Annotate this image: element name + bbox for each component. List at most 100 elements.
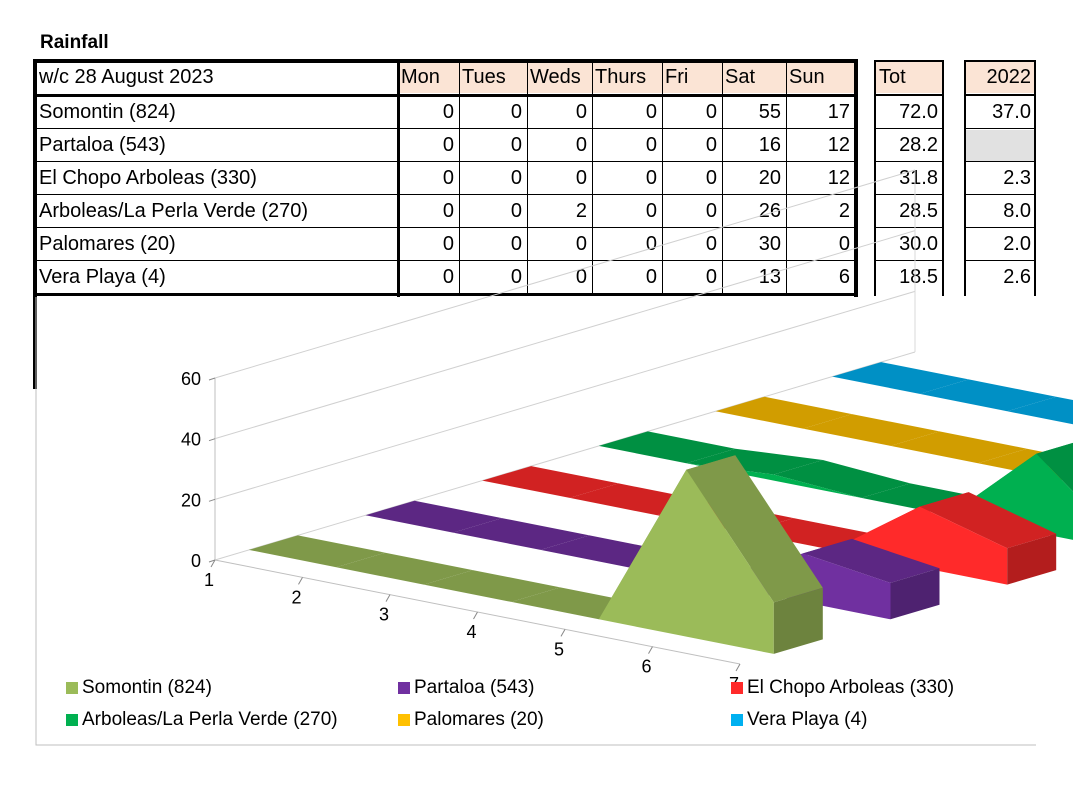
table-border	[33, 293, 857, 296]
table-line	[37, 128, 854, 129]
gridline	[214, 169, 916, 379]
total-value: 31.8	[899, 167, 938, 189]
series-top	[248, 535, 386, 568]
table-line	[966, 161, 1034, 162]
total-header: Tot	[876, 62, 943, 93]
legend-label: El Chopo Arboleas (330)	[747, 677, 955, 698]
series-Somontin (824)	[248, 455, 823, 654]
series-top	[1007, 396, 1073, 425]
series-top	[919, 492, 1057, 549]
rain-value: 0	[575, 101, 587, 123]
station-name: Arboleas/La Perla Verde (270)	[39, 200, 309, 222]
rain-value: 30	[758, 233, 781, 255]
y-tick	[208, 377, 216, 381]
table-line	[966, 194, 1034, 195]
previous-year-value: 8.0	[1003, 200, 1031, 222]
station-name: El Chopo Arboleas (330)	[39, 167, 257, 189]
table-border	[854, 59, 858, 297]
y-tick	[208, 559, 216, 563]
previous-year-value: 2.0	[1003, 233, 1031, 255]
previous-year-value: 2.3	[1003, 167, 1031, 189]
x-tick	[473, 611, 478, 620]
table-line	[786, 62, 787, 294]
table-line	[966, 227, 1034, 228]
station-name: Somontin (824)	[39, 101, 176, 123]
table-line	[876, 260, 942, 261]
day-header: Weds	[527, 62, 592, 93]
gridline	[214, 290, 916, 500]
table-line	[662, 62, 663, 294]
legend-label: Vera Playa (4)	[747, 709, 868, 730]
rain-value: 20	[758, 167, 781, 189]
series-top	[890, 431, 1027, 464]
rain-value: 12	[827, 134, 850, 156]
prev-border	[964, 60, 1036, 62]
x-tick	[735, 663, 741, 672]
rain-value: 0	[510, 266, 522, 288]
series-top	[773, 460, 911, 498]
rain-value: 0	[575, 266, 587, 288]
previous-year-header: 2022	[966, 62, 1036, 93]
rain-value: 2	[575, 200, 587, 222]
series-top	[686, 455, 823, 603]
x-tick-label: 4	[466, 622, 476, 642]
series-front	[248, 469, 774, 654]
rain-value: 17	[827, 101, 850, 123]
total-value: 28.5	[899, 200, 938, 222]
prev-border	[964, 60, 966, 296]
rain-value: 0	[510, 233, 522, 255]
rain-value: 55	[758, 101, 781, 123]
rain-value: 0	[442, 101, 454, 123]
series-top	[482, 466, 619, 498]
day-header: Mon	[398, 62, 459, 93]
rain-value: 0	[838, 233, 850, 255]
table-line	[527, 62, 528, 294]
legend-label: Partaloa (543)	[414, 677, 535, 698]
x-tick	[560, 629, 566, 637]
table-line	[876, 128, 942, 129]
rain-value: 0	[510, 101, 522, 123]
rain-value: 0	[645, 266, 657, 288]
series-top	[423, 570, 561, 602]
x-tick	[210, 559, 216, 568]
rain-value: 13	[758, 266, 781, 288]
y-tick	[208, 498, 216, 502]
rain-value: 26	[758, 200, 781, 222]
total-value: 28.2	[899, 134, 938, 156]
table-line	[37, 260, 854, 261]
rain-value: 0	[510, 167, 522, 189]
table-border	[33, 59, 857, 63]
series-top	[715, 396, 852, 429]
day-header: Sun	[786, 62, 855, 93]
total-value: 18.5	[899, 266, 938, 288]
legend-label: Somontin (824)	[82, 677, 212, 698]
table-line	[876, 161, 942, 162]
x-tick-label: 3	[379, 605, 389, 625]
rain-value: 0	[705, 233, 717, 255]
rain-value: 0	[645, 167, 657, 189]
table-line	[459, 62, 460, 294]
day-header: Thurs	[592, 62, 662, 93]
gridline	[214, 230, 916, 440]
y-tick-label: 0	[191, 551, 201, 571]
x-tick-label: 2	[291, 587, 301, 607]
previous-year-value: 37.0	[992, 101, 1031, 123]
rain-value: 0	[575, 167, 587, 189]
rain-value: 0	[510, 200, 522, 222]
total-border	[942, 60, 944, 296]
x-tick	[385, 594, 391, 602]
y-tick-label: 20	[181, 490, 201, 510]
series-top	[803, 538, 940, 583]
rain-value: 0	[442, 167, 454, 189]
x-tick-label: 6	[641, 657, 651, 677]
rain-value: 0	[575, 134, 587, 156]
station-name: Palomares (20)	[39, 233, 176, 255]
table-border	[33, 94, 857, 97]
rain-value: 0	[645, 101, 657, 123]
previous-year-value: 2.6	[1003, 266, 1031, 288]
series-end	[773, 587, 823, 654]
x-tick-label: 1	[204, 570, 214, 590]
legend-swatch	[731, 682, 743, 694]
page-title: Rainfall	[40, 32, 109, 53]
total-value: 72.0	[899, 101, 938, 123]
